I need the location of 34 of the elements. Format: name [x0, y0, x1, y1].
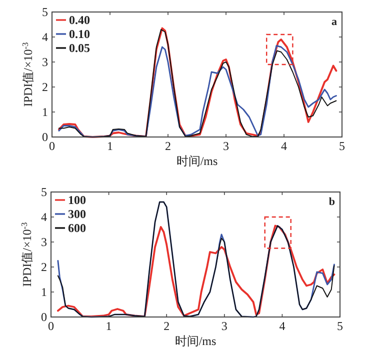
y-tick-label: 5	[41, 185, 47, 199]
line-series	[56, 224, 336, 318]
y-tick-label: 1	[41, 285, 47, 299]
y-tick-label: 0	[41, 310, 47, 324]
legend-label: 100	[68, 193, 86, 207]
x-tick-label: 5	[337, 319, 343, 333]
x-tick-label: 5	[339, 139, 345, 153]
legend-label: 0.05	[69, 41, 90, 55]
x-axis-title: 时间/ms	[174, 334, 216, 348]
legend-label: 0.40	[69, 13, 90, 27]
y-tick-label: 4	[41, 210, 47, 224]
x-tick-label: 4	[281, 139, 287, 153]
y-tick-label: 3	[41, 235, 47, 249]
legend-label: 0.10	[69, 27, 90, 41]
x-tick-label: 4	[279, 319, 286, 333]
x-axis-title: 时间/ms	[176, 154, 218, 168]
x-tick-label: 1	[106, 319, 112, 333]
y-tick-label: 1	[42, 105, 48, 119]
x-tick-label: 1	[107, 139, 113, 153]
y-tick-label: 2	[41, 260, 47, 274]
line-series	[58, 45, 337, 138]
legend-label: 300	[68, 207, 86, 221]
annotation: a	[332, 16, 338, 28]
annotation: b	[328, 196, 335, 208]
x-tick-label: 2	[165, 139, 171, 153]
y-tick-label: 2	[42, 80, 48, 94]
y-tick-label: 3	[42, 55, 48, 69]
x-tick-label: 3	[223, 139, 229, 153]
x-tick-label: 2	[164, 319, 170, 333]
legend-label: 600	[68, 221, 86, 235]
y-tick-label: 5	[42, 5, 48, 19]
y-tick-label: 4	[42, 30, 48, 44]
x-tick-label: 3	[221, 319, 228, 333]
y-tick-label: 0	[42, 130, 48, 144]
